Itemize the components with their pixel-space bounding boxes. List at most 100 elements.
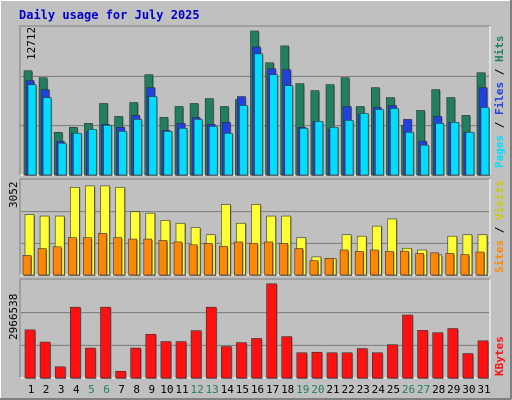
x-label-day-31: 31	[477, 383, 490, 396]
bar-sites-day-27	[415, 253, 424, 276]
bar-sites-day-2	[37, 248, 47, 276]
x-label-day-6: 6	[103, 383, 110, 396]
ytick-kbytes: 2966538	[7, 294, 20, 340]
bar-kbytes-day-16	[251, 338, 262, 379]
x-label-day-2: 2	[43, 383, 50, 396]
x-label-day-20: 20	[311, 383, 324, 396]
bar-kbytes-day-22	[341, 352, 353, 379]
bar-pages-day-31	[480, 107, 490, 176]
bar-kbytes-day-5	[85, 347, 96, 379]
legend-visits: Visits	[493, 180, 506, 220]
bar-sites-day-25	[385, 251, 394, 276]
legend-visits-sites: Sites / Visits	[493, 180, 506, 273]
bar-sites-day-3	[52, 246, 62, 276]
bar-sites-day-6	[98, 233, 107, 276]
x-label-day-5: 5	[88, 383, 95, 396]
bar-sites-day-29	[445, 253, 455, 276]
bar-kbytes-day-1	[24, 329, 36, 379]
bar-pages-day-15	[239, 105, 248, 176]
x-label-day-29: 29	[447, 383, 460, 396]
bar-kbytes-day-3	[54, 366, 66, 379]
bar-sites-day-30	[460, 254, 470, 276]
x-label-day-18: 18	[281, 383, 294, 396]
x-label-day-4: 4	[73, 383, 80, 396]
bar-sites-day-4	[68, 237, 77, 276]
x-label-day-25: 25	[387, 383, 400, 396]
ytick-hits: 12712	[25, 27, 38, 60]
bar-sites-day-14	[219, 245, 228, 276]
bar-pages-day-12	[193, 119, 203, 176]
bar-sites-day-1	[22, 255, 32, 276]
bar-pages-day-29	[450, 122, 460, 176]
bar-kbytes-day-29	[447, 328, 459, 379]
bar-pages-day-25	[390, 108, 399, 176]
legend-sites: Sites	[493, 240, 506, 273]
bar-pages-day-14	[224, 132, 233, 176]
ytick-visits: 3052	[7, 182, 20, 209]
bar-kbytes-day-27	[417, 330, 428, 379]
bar-sites-day-19	[294, 248, 304, 276]
bar-sites-day-8	[128, 238, 137, 276]
x-label-day-21: 21	[326, 383, 339, 396]
x-label-day-10: 10	[160, 383, 173, 396]
bar-pages-day-8	[133, 119, 142, 176]
bar-pages-day-20	[314, 121, 324, 176]
bar-kbytes-day-7	[115, 370, 126, 379]
legend-kbytes: KBytes	[493, 336, 506, 376]
bar-sites-day-5	[83, 237, 92, 276]
bar-pages-day-16	[254, 53, 263, 176]
x-label-day-13: 13	[206, 383, 219, 396]
legend-files: Files	[493, 82, 506, 115]
x-label-day-28: 28	[432, 383, 445, 396]
bar-kbytes-day-23	[356, 348, 368, 379]
bar-pages-day-30	[465, 131, 475, 176]
bar-pages-day-27	[420, 144, 429, 176]
bar-sites-day-26	[400, 250, 409, 276]
bar-pages-day-13	[208, 126, 218, 176]
panel-visits-sites: 3052	[7, 178, 491, 276]
legend-pages: Pages	[493, 135, 506, 168]
bar-sites-day-20	[309, 260, 319, 276]
legend-sep-3: /	[493, 220, 506, 240]
bar-pages-day-26	[405, 131, 414, 176]
bar-sites-day-7	[113, 237, 122, 276]
bar-pages-day-23	[359, 113, 369, 176]
bar-kbytes-day-12	[190, 330, 202, 379]
bar-pages-day-9	[148, 96, 158, 176]
bar-sites-day-16	[249, 243, 258, 276]
legend-hits-files-pages: Pages / Files / Hits	[493, 36, 506, 169]
bar-pages-day-3	[57, 142, 67, 176]
x-label-day-12: 12	[190, 383, 203, 396]
x-label-day-7: 7	[118, 383, 125, 396]
x-label-day-8: 8	[133, 383, 140, 396]
bar-kbytes-day-6	[100, 306, 111, 379]
x-axis-labels: 1 2 3 4 5 6 7 8 9 10 11 12 13 14 15 16 17 18 19 20 21 22 23 24 2…	[28, 383, 491, 396]
svg-text:Sites / Visits: Sites / Visits	[493, 180, 506, 273]
bar-kbytes-day-4	[70, 306, 81, 379]
bar-sites-day-21	[324, 258, 334, 276]
bar-sites-day-24	[369, 249, 379, 276]
x-label-day-15: 15	[236, 383, 249, 396]
x-label-day-9: 9	[148, 383, 155, 396]
legend-kbytes-group: KBytes	[493, 336, 506, 376]
bar-sites-day-18	[279, 243, 289, 276]
x-label-day-19: 19	[296, 383, 309, 396]
bar-kbytes-day-28	[432, 332, 444, 379]
legend-hits: Hits	[493, 36, 506, 63]
bar-sites-day-15	[234, 241, 243, 276]
bar-sites-day-23	[354, 251, 364, 276]
bar-pages-day-7	[118, 131, 127, 176]
bar-kbytes-day-8	[130, 347, 141, 379]
bar-sites-day-11	[173, 241, 183, 276]
chart-title: Daily usage for July 2025	[19, 8, 200, 22]
x-label-day-30: 30	[462, 383, 475, 396]
bar-kbytes-day-21	[326, 352, 338, 379]
bar-sites-day-31	[475, 251, 485, 276]
bar-kbytes-day-30	[462, 353, 474, 379]
panel-hits-files-pages: 12712	[19, 25, 491, 177]
bar-pages-day-28	[435, 123, 445, 176]
bar-kbytes-day-11	[175, 341, 187, 379]
bar-sites-day-28	[430, 252, 440, 276]
x-label-day-1: 1	[28, 383, 35, 396]
